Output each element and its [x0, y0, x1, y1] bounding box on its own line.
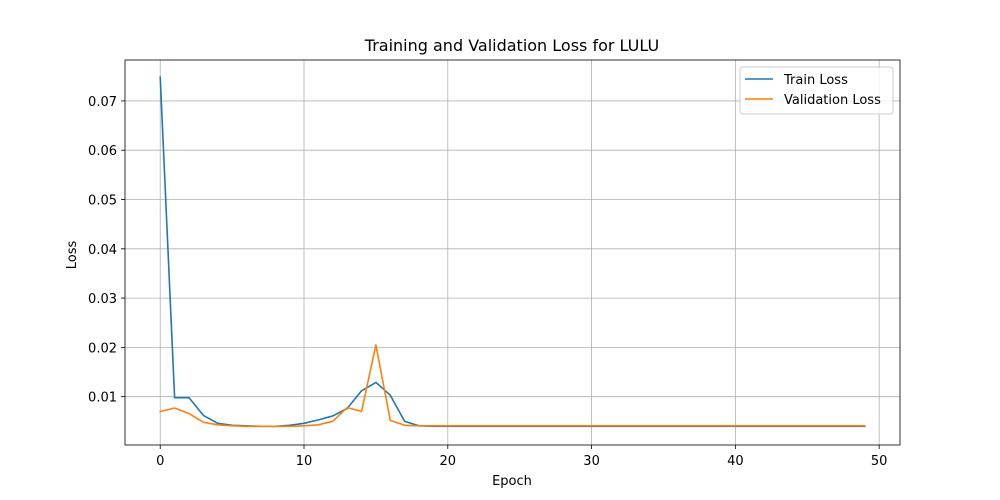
x-tick-label: 0 [156, 454, 164, 469]
legend-box [739, 66, 894, 115]
series-lines [159, 76, 866, 428]
plot-area [124, 59, 901, 446]
x-tick-label: 50 [871, 454, 888, 469]
series-line-validation-loss [159, 344, 866, 428]
y-tick-label: 0.07 [88, 95, 117, 110]
y-tick-label: 0.06 [88, 144, 117, 159]
y-tick-label: 0.05 [88, 194, 117, 209]
chart-title: Training and Validation Loss for LULU [364, 36, 659, 55]
legend-label-validation-loss: Validation Loss [784, 93, 881, 108]
x-tick-label: 40 [727, 454, 744, 469]
x-axis-ticks: 0 10 20 30 40 50 [156, 445, 887, 469]
series-line-train-loss [159, 76, 866, 428]
x-axis-label: Epoch [492, 474, 532, 489]
x-tick-label: 10 [296, 454, 313, 469]
y-axis-ticks: 0.01 0.02 0.03 0.04 0.05 0.06 0.07 [88, 95, 125, 406]
y-axis-label: Loss [65, 241, 80, 270]
y-tick-label: 0.03 [88, 292, 117, 307]
grid [125, 60, 900, 445]
y-tick-label: 0.02 [88, 341, 117, 356]
y-tick-label: 0.04 [88, 243, 117, 258]
y-tick-label: 0.01 [88, 391, 117, 406]
legend: Train Loss Validation Loss [739, 66, 894, 115]
x-tick-label: 30 [583, 454, 600, 469]
legend-label-train-loss: Train Loss [783, 73, 848, 88]
x-tick-label: 20 [440, 454, 457, 469]
